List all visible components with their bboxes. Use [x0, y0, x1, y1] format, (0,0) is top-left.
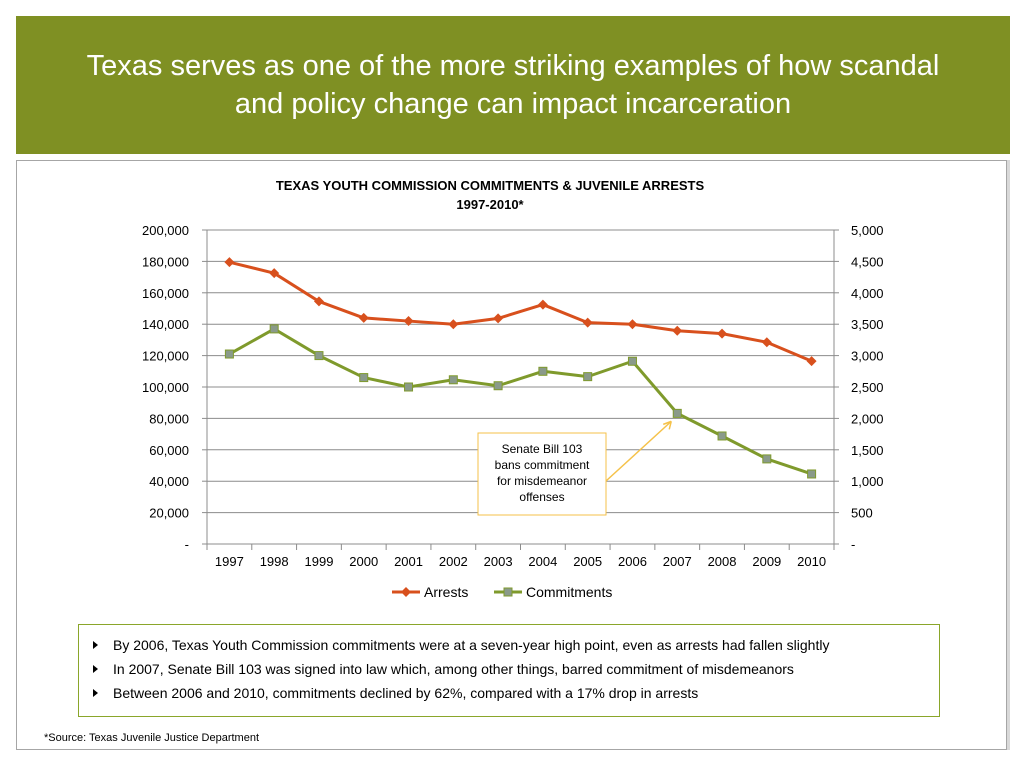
commitments-point: [448, 375, 458, 385]
right-tick-label: -: [851, 537, 855, 552]
bullet-arrow-icon: [93, 641, 98, 649]
commitments-point: [672, 408, 682, 418]
callout-arrowhead: [662, 420, 672, 430]
arrests-point: [358, 312, 369, 323]
slide-header: Texas serves as one of the more striking…: [16, 16, 1010, 154]
chart-frame: [16, 160, 1007, 750]
callout-pointer: [605, 420, 672, 482]
notes-box: By 2006, Texas Youth Commission commitme…: [78, 624, 940, 717]
right-tick-label: 3,000: [851, 349, 884, 364]
x-tick-label: 2005: [573, 554, 602, 569]
chart-title: TEXAS YOUTH COMMISSION COMMITMENTS & JUV…: [276, 178, 705, 193]
right-tick-label: 2,000: [851, 411, 884, 426]
chart-subtitle: 1997-2010*: [456, 197, 524, 212]
x-tick-label: 2000: [349, 554, 378, 569]
arrests-point: [672, 325, 683, 336]
arrests-point: [313, 296, 324, 307]
callout-text: offenses: [519, 490, 564, 504]
note-item: By 2006, Texas Youth Commission commitme…: [91, 633, 929, 657]
right-tick-label: 3,500: [851, 317, 884, 332]
commitments-point: [762, 454, 772, 464]
right-tick-label: 4,500: [851, 254, 884, 269]
callout-text: bans commitment: [495, 458, 590, 472]
note-text: In 2007, Senate Bill 103 was signed into…: [113, 661, 794, 677]
legend-label: Arrests: [424, 584, 468, 600]
x-tick-label: 2001: [394, 554, 423, 569]
x-tick-label: 1999: [305, 554, 334, 569]
right-tick-label: 2,500: [851, 380, 884, 395]
right-tick-label: 4,000: [851, 286, 884, 301]
bullet-arrow-icon: [93, 689, 98, 697]
source-note: *Source: Texas Juvenile Justice Departme…: [44, 732, 260, 744]
right-tick-label: 5,000: [851, 223, 884, 238]
callout-box: [477, 432, 607, 516]
arrests-point: [761, 337, 772, 348]
left-tick-label: 80,000: [149, 411, 189, 426]
slide-title: Texas serves as one of the more striking…: [86, 50, 940, 120]
x-tick-label: 1998: [260, 554, 289, 569]
commitments-point: [538, 366, 548, 376]
left-tick-label: 160,000: [142, 286, 189, 301]
note-item: In 2007, Senate Bill 103 was signed into…: [91, 657, 929, 681]
x-tick-label: 2004: [528, 554, 557, 569]
arrests-point: [269, 268, 280, 279]
arrests-point: [537, 299, 548, 310]
note-item: Between 2006 and 2010, commitments decli…: [91, 681, 929, 705]
x-tick-label: 2008: [708, 554, 737, 569]
left-tick-label: 140,000: [142, 317, 189, 332]
note-text: By 2006, Texas Youth Commission commitme…: [113, 637, 830, 653]
left-tick-label: 20,000: [149, 506, 189, 521]
arrests-point: [717, 328, 728, 339]
commitments-point: [583, 372, 593, 382]
commitments-point: [314, 351, 324, 361]
arrests-point: [493, 313, 504, 324]
right-tick-label: 1,500: [851, 443, 884, 458]
commitments-point: [224, 349, 234, 359]
legend-diamond-icon: [401, 587, 411, 597]
commitments-point: [269, 324, 279, 334]
commitments-point: [359, 373, 369, 383]
left-tick-label: 120,000: [142, 349, 189, 364]
frame-shadow: [1007, 160, 1010, 750]
arrests-point: [403, 316, 414, 327]
commitments-point: [493, 381, 503, 391]
legend-square-icon: [503, 587, 513, 597]
arrests-point: [582, 317, 593, 328]
x-tick-label: 2003: [484, 554, 513, 569]
commitments-point: [717, 431, 727, 441]
commitments-point: [404, 382, 414, 392]
left-tick-label: 40,000: [149, 474, 189, 489]
left-tick-label: 200,000: [142, 223, 189, 238]
x-tick-label: 2010: [797, 554, 826, 569]
bullet-arrow-icon: [93, 665, 98, 673]
commitments-point: [627, 356, 637, 366]
left-tick-label: -: [185, 537, 189, 552]
line-chart: TEXAS YOUTH COMMISSION COMMITMENTS & JUV…: [142, 178, 884, 600]
left-tick-label: 180,000: [142, 254, 189, 269]
series-line-commitments: [228, 327, 813, 476]
arrests-point: [224, 257, 235, 268]
callout-text: Senate Bill 103: [502, 442, 583, 456]
x-tick-label: 2009: [752, 554, 781, 569]
note-text: Between 2006 and 2010, commitments decli…: [113, 685, 699, 701]
x-tick-label: 2007: [663, 554, 692, 569]
series-line-arrests: [229, 260, 813, 363]
commitments-point: [807, 469, 817, 479]
left-tick-label: 100,000: [142, 380, 189, 395]
x-tick-label: 2006: [618, 554, 647, 569]
right-tick-label: 1,000: [851, 474, 884, 489]
left-tick-label: 60,000: [149, 443, 189, 458]
legend-label: Commitments: [526, 584, 612, 600]
right-tick-label: 500: [851, 506, 873, 521]
arrests-point: [448, 319, 459, 330]
arrests-point: [806, 356, 817, 367]
x-tick-label: 1997: [215, 554, 244, 569]
callout-text: for misdemeanor: [497, 474, 587, 488]
arrests-point: [627, 319, 638, 330]
x-tick-label: 2002: [439, 554, 468, 569]
